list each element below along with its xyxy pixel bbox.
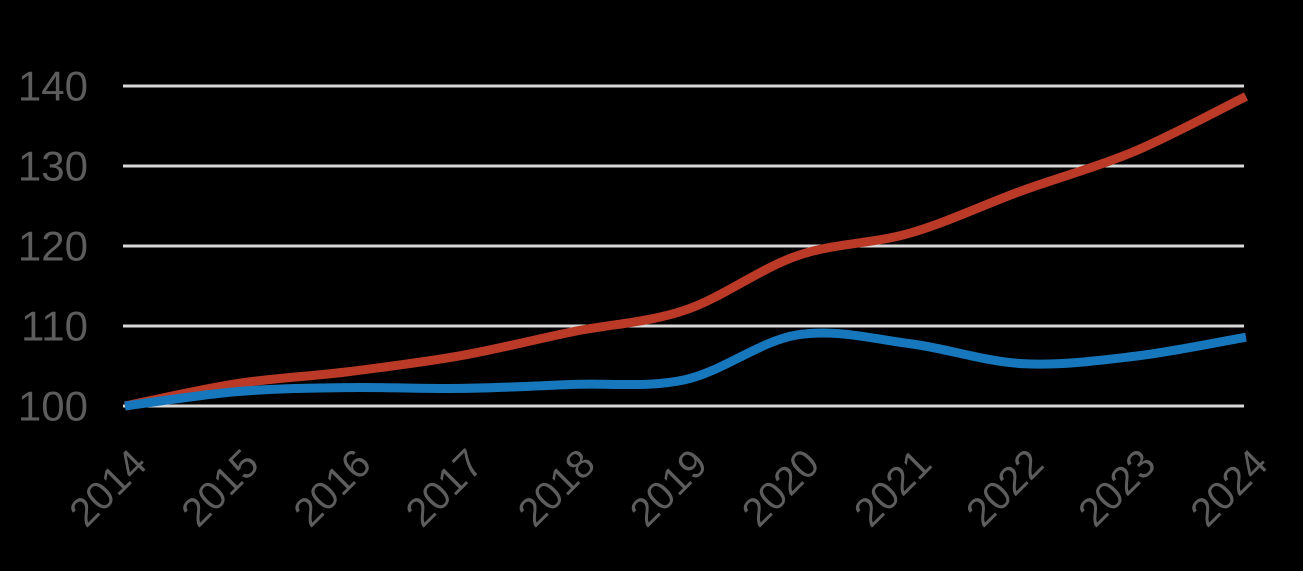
y-tick-label-140: 140 bbox=[18, 63, 88, 110]
y-tick-label-130: 130 bbox=[18, 143, 88, 190]
y-tick-label-120: 120 bbox=[18, 223, 88, 270]
blue-series-line bbox=[124, 328, 1247, 411]
y-tick-label-110: 110 bbox=[21, 303, 88, 350]
red-series-line bbox=[124, 92, 1248, 411]
y-tick-label-100: 100 bbox=[18, 383, 88, 430]
